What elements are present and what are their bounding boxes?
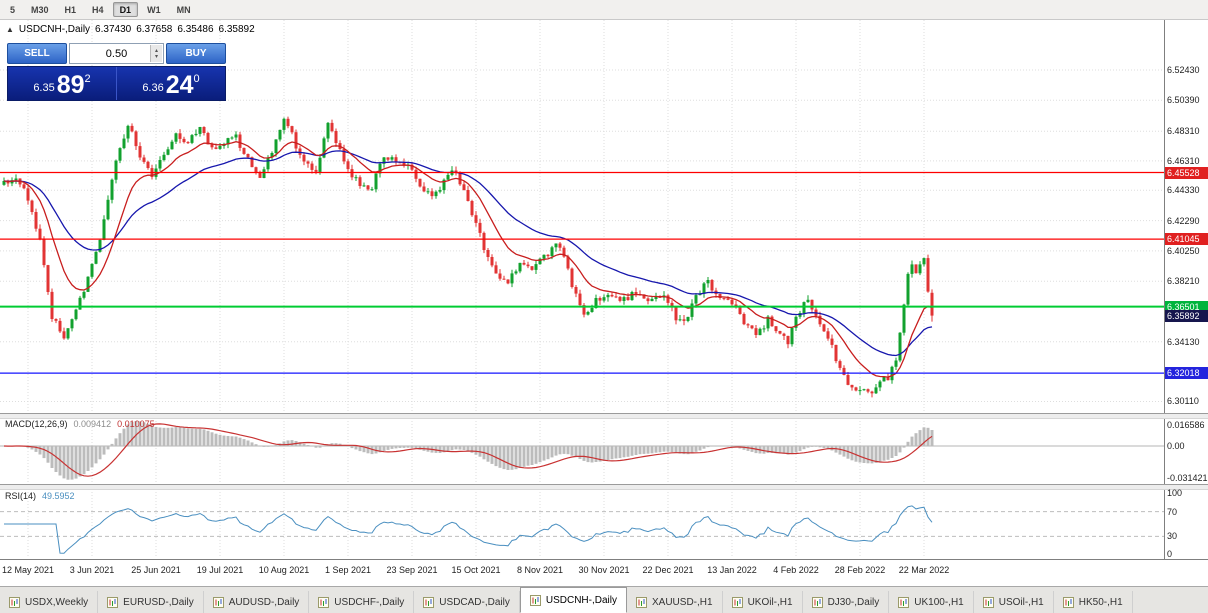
date-axis-label: 23 Sep 2021 [386, 565, 438, 575]
price-axis[interactable] [1164, 19, 1208, 559]
buy-price-sup: 0 [193, 73, 200, 85]
tab-chart-icon [529, 594, 541, 606]
tab-label: USDX,Weekly [25, 596, 89, 608]
macd-signal-value: 0.010075 [117, 419, 155, 429]
tab-label: HK50-,H1 [1078, 596, 1123, 608]
sell-price-big: 89 [56, 71, 85, 99]
timeframe-button-d1[interactable]: D1 [112, 2, 139, 17]
lot-spinner: ▴ ▾ [150, 45, 162, 62]
date-axis-label: 12 May 2021 [1, 565, 55, 575]
lot-decrease-icon[interactable]: ▾ [154, 53, 158, 60]
date-axis-label: 8 Nov 2021 [516, 565, 564, 575]
date-axis[interactable]: 12 May 2021 3 Jun 2021 25 Jun 2021 19 Jul 2… [0, 559, 1208, 587]
tab-label: USDCNH-,Daily [545, 594, 617, 606]
timeframe-button-mn[interactable]: MN [170, 2, 198, 17]
date-axis-label: 15 Oct 2021 [451, 565, 501, 575]
chart-title: ▲ USDCNH-,Daily 6.37430 6.37658 6.35486 … [6, 24, 255, 35]
buy-price-small: 6.36 [142, 82, 164, 94]
timeframe-button-5[interactable]: 5 [3, 2, 22, 17]
rsi-indicator-label: RSI(14) 49.5952 [5, 491, 75, 501]
date-axis-label: 4 Feb 2022 [773, 565, 819, 575]
date-axis-label: 10 Aug 2021 [258, 565, 310, 575]
chart-symbol-label: USDCNH-,Daily [18, 24, 91, 35]
tab-chart-icon [9, 596, 20, 608]
chart-tab-uk100-h1[interactable]: UK100-,H1 [889, 591, 974, 613]
timeframe-button-w1[interactable]: W1 [140, 2, 168, 17]
timeframe-button-h4[interactable]: H4 [85, 2, 111, 17]
tab-label: AUDUSD-,Daily [228, 596, 300, 608]
one-click-trading-panel: SELL 0.50 ▴ ▾ BUY 6.35 89 2 6.36 24 0 [7, 43, 226, 101]
date-axis-label: 22 Dec 2021 [642, 565, 694, 575]
tab-chart-icon [212, 596, 224, 608]
macd-name: MACD(12,26,9) [5, 419, 68, 429]
macd-value: 0.009412 [73, 419, 112, 429]
chart-tab-usoil-h1[interactable]: USOil-,H1 [974, 591, 1054, 613]
tab-label: XAUUSD-,H1 [651, 596, 713, 608]
ohlc-open: 6.37430 [95, 24, 132, 35]
date-axis-label: 28 Feb 2022 [834, 565, 886, 575]
chart-tab-usdchf-daily[interactable]: USDCHF-,Daily [309, 591, 415, 613]
chart-tab-dj30-daily[interactable]: DJ30-,Daily [803, 591, 890, 613]
sell-price-sup: 2 [84, 73, 91, 85]
ohlc-close: 6.35892 [218, 24, 255, 35]
chart-tab-usdcnh-daily[interactable]: USDCNH-,Daily [519, 587, 627, 613]
sell-button[interactable]: SELL [7, 43, 67, 64]
tab-chart-icon [898, 596, 910, 608]
date-axis-label: 19 Jul 2021 [196, 565, 244, 575]
tab-chart-icon [1062, 596, 1074, 608]
chart-canvas[interactable] [0, 0, 1164, 559]
tab-label: USDCAD-,Daily [439, 596, 510, 608]
chart-tab-usdx-weekly[interactable]: USDX,Weekly [0, 591, 99, 613]
date-axis-label: 1 Sep 2021 [324, 565, 372, 575]
chart-tab-xauusd-h1[interactable]: XAUUSD-,H1 [627, 591, 723, 613]
rsi-name: RSI(14) [5, 491, 37, 501]
chart-tab-ukoil-h1[interactable]: UKOil-,H1 [723, 591, 803, 613]
chart-tabs-bar: USDX,Weekly EURUSD-,Daily AUDUSD-,Daily USD… [0, 586, 1208, 613]
sell-price-box[interactable]: 6.35 89 2 [8, 67, 117, 100]
tab-chart-icon [107, 596, 119, 608]
lot-increase-icon[interactable]: ▴ [154, 47, 158, 54]
buy-button[interactable]: BUY [166, 43, 226, 64]
panel-separator[interactable] [0, 413, 1208, 419]
lot-size-field[interactable]: 0.50 ▴ ▾ [69, 43, 164, 64]
chart-tab-hk50-h1[interactable]: HK50-,H1 [1054, 591, 1133, 613]
rsi-value: 49.5952 [42, 491, 75, 501]
macd-indicator-label: MACD(12,26,9) 0.009412 0.010075 [5, 419, 155, 429]
lot-size-value: 0.50 [105, 47, 128, 60]
date-axis-label: 13 Jan 2022 [707, 565, 757, 575]
panel-separator[interactable] [0, 484, 1208, 490]
date-axis-label: 3 Jun 2021 [69, 565, 115, 575]
tab-label: UKOil-,H1 [747, 596, 793, 608]
tab-label: USOil-,H1 [998, 596, 1044, 608]
trade-panel-toggle-icon[interactable]: ▲ [6, 25, 14, 34]
tab-label: DJ30-,Daily [827, 596, 880, 608]
ohlc-high: 6.37658 [136, 24, 173, 35]
date-axis-label: 30 Nov 2021 [578, 565, 630, 575]
buy-price-big: 24 [165, 71, 194, 99]
ohlc-low: 6.35486 [177, 24, 214, 35]
timeframe-button-h1[interactable]: H1 [58, 2, 84, 17]
timeframe-toolbar: 5 M30 H1 H4 D1 W1 MN [0, 0, 1208, 20]
chart-tab-eurusd-daily[interactable]: EURUSD-,Daily [98, 591, 204, 613]
tab-chart-icon [982, 596, 994, 608]
date-axis-label: 22 Mar 2022 [898, 565, 950, 575]
tab-label: USDCHF-,Daily [334, 596, 405, 608]
tab-chart-icon [731, 596, 743, 608]
tab-label: EURUSD-,Daily [123, 596, 194, 608]
tab-label: UK100-,H1 [914, 596, 964, 608]
chart-tab-usdcad-daily[interactable]: USDCAD-,Daily [414, 591, 520, 613]
tab-chart-icon [811, 596, 823, 608]
buy-price-box[interactable]: 6.36 24 0 [117, 67, 225, 100]
timeframe-button-m30[interactable]: M30 [24, 2, 56, 17]
tab-chart-icon [635, 596, 647, 608]
sell-price-small: 6.35 [33, 82, 55, 94]
date-axis-label: 25 Jun 2021 [131, 565, 181, 575]
tab-chart-icon [318, 596, 330, 608]
tab-chart-icon [423, 596, 435, 608]
chart-tab-audusd-daily[interactable]: AUDUSD-,Daily [204, 591, 310, 613]
